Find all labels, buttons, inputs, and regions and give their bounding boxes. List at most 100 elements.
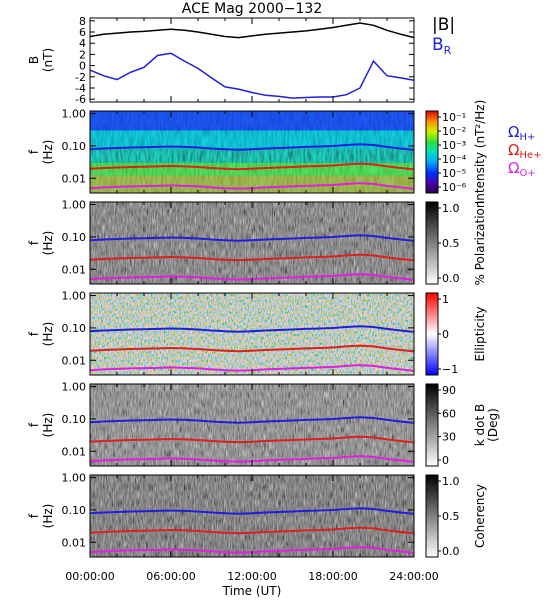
panel-polarization: 1.0 0.5 0.0 % Polarization 1.00 0.10 0.01 f (Hz) [27, 199, 487, 286]
y-tick-label: 1.00 [62, 290, 87, 303]
y-tick-label: 2 [79, 48, 86, 61]
x-axis-label: Time (UT) [222, 584, 282, 598]
gyrofrequency-line-H+ [89, 325, 415, 333]
y-tick-label: 0.10 [62, 140, 87, 153]
colorbar-label: k dot B [473, 404, 487, 446]
y-axis-label-units: (Hz) [41, 140, 55, 165]
y-axis-label: f [27, 422, 41, 427]
y-tick-label: 0.10 [62, 504, 87, 517]
y-tick-label: 1.00 [62, 199, 87, 212]
colorbar-tick-label: 0.0 [442, 545, 460, 558]
series-line [89, 22, 415, 39]
colorbar-tick-label: 0 [442, 328, 449, 341]
colorbar-tick-label: 1.0 [442, 202, 460, 215]
y-tick-label: 0.01 [62, 172, 87, 185]
colorbar-tick-label: 30 [442, 431, 456, 444]
colorbar-label: Intensity (nT²/Hz) [473, 100, 487, 205]
x-tick-label: 24:00:00 [389, 570, 438, 583]
x-tick-label: 06:00:00 [146, 570, 195, 583]
gyrofrequency-line-H+ [89, 143, 415, 151]
y-tick-label: 1.00 [62, 108, 87, 121]
colorbar-tick-label: 0.0 [442, 272, 460, 285]
colorbar [425, 383, 439, 467]
colorbar-tick-label: 10⁻¹ [442, 111, 466, 124]
y-tick-label: 8 [79, 15, 86, 28]
colorbar-label: Ellipticity [473, 307, 487, 362]
y-tick-label: 1.00 [62, 472, 87, 485]
x-tick-label: 18:00:00 [308, 570, 357, 583]
y-tick-label: 0.01 [62, 263, 87, 276]
y-axis-label-units: (Hz) [41, 504, 55, 529]
colorbar-label: Coherency [473, 484, 487, 548]
panel-coherency: 1.0 0.5 0.0 Coherency 1.00 0.10 0.01 f (Hz) [27, 472, 487, 558]
legend-entry: |B| [432, 15, 455, 35]
gyrofrequency-line-He+ [89, 435, 415, 444]
legend-entry: ΩHe+ [508, 141, 542, 161]
gyrofrequency-line-He+ [89, 526, 415, 535]
x-tick-label: 12:00:00 [227, 570, 276, 583]
y-axis-label-units: (Hz) [41, 231, 55, 256]
gyrofrequency-legend: ΩH+ΩHe+ΩO+ [508, 123, 542, 179]
spectrogram-texture [90, 475, 414, 557]
y-tick-label: -2 [75, 71, 86, 84]
legend-entry: ΩO+ [508, 159, 536, 179]
legend-entry: BR [432, 35, 452, 57]
colorbar-tick-label: 10⁻⁴ [442, 153, 467, 166]
y-tick-label: 1.00 [62, 381, 87, 394]
y-tick-label: 0.10 [62, 413, 87, 426]
colorbar-tick-label: 60 [442, 407, 456, 420]
colorbar [425, 474, 439, 558]
y-tick-label: -4 [75, 82, 86, 95]
y-tick-label: 4 [79, 37, 86, 50]
y-tick-label: 6 [79, 26, 86, 39]
legend-entry: ΩH+ [508, 123, 535, 143]
y-axis-label: B [27, 56, 41, 64]
y-axis-label-units: (Hz) [41, 413, 55, 438]
intensity-band [90, 130, 414, 150]
colorbar-tick-label: 10⁻⁵ [442, 167, 466, 180]
gyrofrequency-line-He+ [89, 344, 415, 353]
colorbar-tick-label: 10⁻² [442, 125, 466, 138]
colorbar [425, 110, 439, 194]
y-tick-label: 0.01 [62, 536, 87, 549]
gyrofrequency-line-H+ [89, 507, 415, 515]
y-tick-label: 0 [79, 60, 86, 73]
y-tick-label: -6 [75, 93, 86, 106]
spectrogram-texture [90, 202, 414, 284]
y-axis-label: f [27, 240, 41, 245]
y-tick-label: 0.10 [62, 231, 87, 244]
series-line [89, 52, 415, 99]
panel-kdotb: 90 60 30 0 k dot B (Deg) 1.00 0.10 0.01 f (Hz) [27, 381, 500, 467]
colorbar-tick-label: 0.5 [442, 510, 460, 523]
y-axis-label: f [27, 331, 41, 336]
y-axis-label-units: (nT) [41, 48, 55, 72]
y-tick-label: 0.01 [62, 354, 87, 367]
gyrofrequency-line-H+ [89, 234, 415, 242]
y-tick-label: 0.01 [62, 445, 87, 458]
colorbar-tick-label: −1 [442, 363, 458, 376]
panel-intensity: 10⁻¹10⁻²10⁻³10⁻⁴10⁻⁵10⁻⁶ Intensity (nT²/H… [27, 100, 487, 205]
gyrofrequency-line-He+ [89, 253, 415, 262]
colorbar-tick-label: 0 [442, 454, 449, 467]
colorbar-tick-label: 1.0 [442, 475, 460, 488]
gyrofrequency-line-H+ [89, 416, 415, 424]
colorbar-tick-label: 0.5 [442, 237, 460, 250]
colorbar-tick-label: 90 [442, 384, 456, 397]
colorbar-tick-label: 10⁻³ [442, 139, 466, 152]
y-axis-label: f [27, 149, 41, 154]
y-tick-label: 0.10 [62, 322, 87, 335]
y-axis-label-units: (Hz) [41, 322, 55, 347]
chart-title: ACE Mag 2000−132 [182, 1, 322, 17]
panel-ellipticity: 1 0 −1 Ellipticity 1.00 0.10 0.01 f (Hz) [27, 290, 487, 376]
colorbar-tick-label: 10⁻⁶ [442, 181, 467, 194]
colorbar [425, 201, 439, 285]
colorbar-label: % Polarization [473, 201, 487, 286]
y-axis-label: f [27, 513, 41, 518]
panel-frame [89, 17, 415, 103]
colorbar [425, 292, 439, 376]
colorbar-label-units: (Deg) [486, 408, 500, 442]
x-axis: 00:00:00 06:00:00 12:00:00 18:00:00 24:0… [65, 570, 438, 598]
